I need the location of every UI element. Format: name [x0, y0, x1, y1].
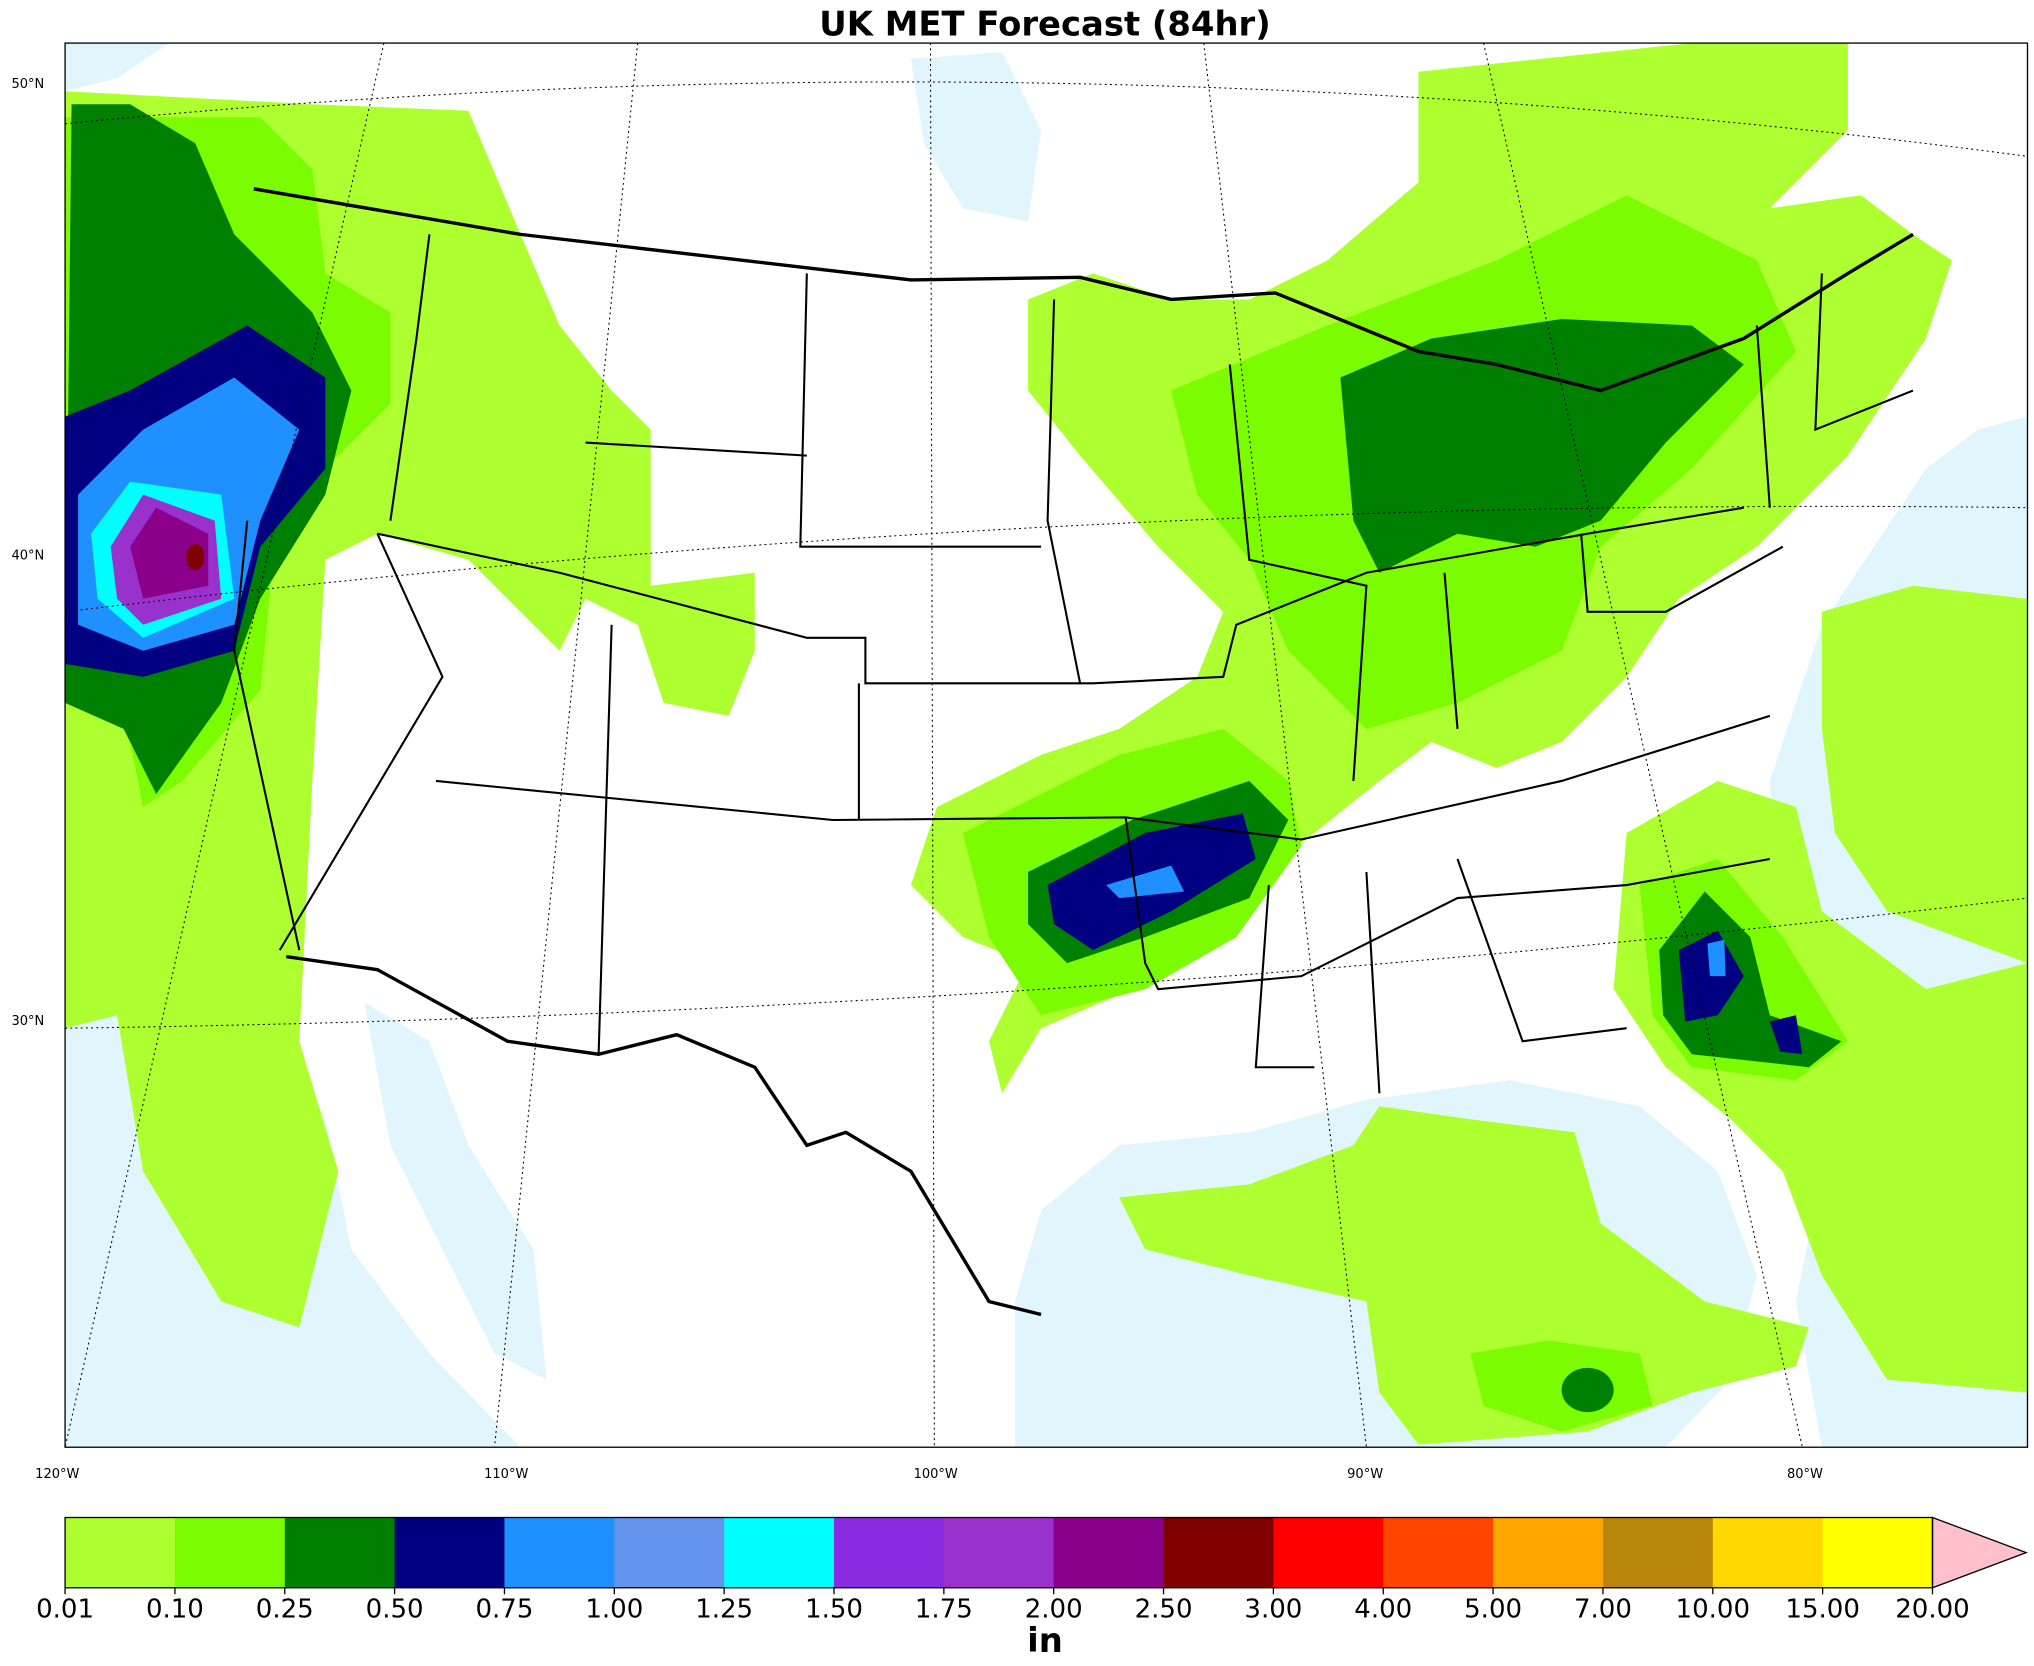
- colorbar-segment: [1053, 1517, 1165, 1588]
- colorbar-label: 1.75: [915, 1594, 973, 1624]
- colorbar-segment: [284, 1517, 396, 1588]
- colorbar-label: 7.00: [1574, 1594, 1632, 1624]
- lat-label: 40°N: [11, 548, 44, 563]
- colorbar-label: 0.75: [475, 1594, 533, 1624]
- colorbar-label: 1.25: [695, 1594, 753, 1624]
- map-title: UK MET Forecast (84hr): [819, 5, 1270, 44]
- colorbar-segment: [834, 1517, 945, 1588]
- lake-winnipeg: [910, 52, 1042, 222]
- colorbar: 0.01 0.10 0.25 0.50 0.75 1.00 1.25 1.50 1.75 2.00…: [36, 1516, 2029, 1624]
- colorbar-segment: [943, 1517, 1055, 1588]
- colorbar-segment: [614, 1517, 725, 1588]
- precip-south-5: [1106, 865, 1185, 899]
- graticule: [64, 42, 2028, 1448]
- colorbar-label: 0.01: [36, 1594, 94, 1624]
- colorbar-label: 3.00: [1244, 1594, 1302, 1624]
- colorbar-segment: [1602, 1517, 1714, 1588]
- colorbar-label: 2.00: [1025, 1594, 1083, 1624]
- colorbar-extend: [1931, 1516, 2029, 1589]
- map: [64, 42, 2029, 1448]
- colorbar-label: 10.00: [1676, 1594, 1750, 1624]
- precip-west-9: [186, 544, 205, 571]
- lon-label: 80°W: [1787, 1467, 1823, 1482]
- precip-east-3: [1340, 318, 1744, 573]
- colorbar-label: 5.00: [1464, 1594, 1522, 1624]
- precip-southeast-3: [1659, 891, 1842, 1068]
- lat-labels: 50°N 40°N 30°N: [11, 77, 44, 1029]
- colorbar-label: 15.00: [1785, 1594, 1859, 1624]
- lon-label: 120°W: [35, 1467, 79, 1482]
- lat-label: 30°N: [11, 1014, 44, 1029]
- precip-southeast-6: [1707, 939, 1726, 977]
- precip-southeast-5: [1769, 1015, 1803, 1055]
- colorbar-label: 4.00: [1354, 1594, 1412, 1624]
- pacific-north: [65, 43, 170, 92]
- colorbar-label: 1.50: [805, 1594, 863, 1624]
- colorbar-segment: [1383, 1517, 1494, 1588]
- lon-label: 90°W: [1347, 1467, 1383, 1482]
- gulf-of-california: [364, 1002, 547, 1380]
- colorbar-label: 0.50: [366, 1594, 424, 1624]
- precip-atlantic: [1821, 585, 2028, 964]
- colorbar-segment: [1712, 1517, 1824, 1588]
- colorbar-label: 0.10: [146, 1594, 204, 1624]
- colorbar-label: 1.00: [585, 1594, 643, 1624]
- precip-gulf-3: [1561, 1367, 1614, 1413]
- map-frame: [64, 42, 2029, 1448]
- boundaries: [64, 42, 2029, 1448]
- colorbar-segment: [504, 1517, 615, 1588]
- colorbar-label: 0.25: [256, 1594, 314, 1624]
- colorbar-segment: [1163, 1517, 1275, 1588]
- colorbar-segment: [174, 1517, 286, 1588]
- colorbar-segment: [1822, 1517, 1934, 1588]
- colorbar-label: 2.50: [1135, 1594, 1193, 1624]
- precip-gulf-2: [1470, 1340, 1653, 1432]
- colorbar-unit: in: [1027, 1621, 1063, 1660]
- colorbar-segment: [724, 1517, 835, 1588]
- colorbar-segment: [1493, 1517, 1604, 1588]
- colorbar-segment: [394, 1517, 506, 1588]
- colorbar-label: 20.00: [1895, 1594, 1969, 1624]
- lon-label: 110°W: [484, 1467, 528, 1482]
- precipitation: [65, 43, 2028, 1445]
- colorbar-segment: [1273, 1517, 1384, 1588]
- colorbar-frame: [64, 1516, 1934, 1589]
- lon-labels: 120°W 110°W 100°W 90°W 80°W: [35, 1467, 1823, 1482]
- colorbar-segment: [65, 1517, 176, 1588]
- precip-west-8: [130, 507, 209, 599]
- lat-label: 50°N: [11, 77, 44, 92]
- lon-label: 100°W: [914, 1467, 958, 1482]
